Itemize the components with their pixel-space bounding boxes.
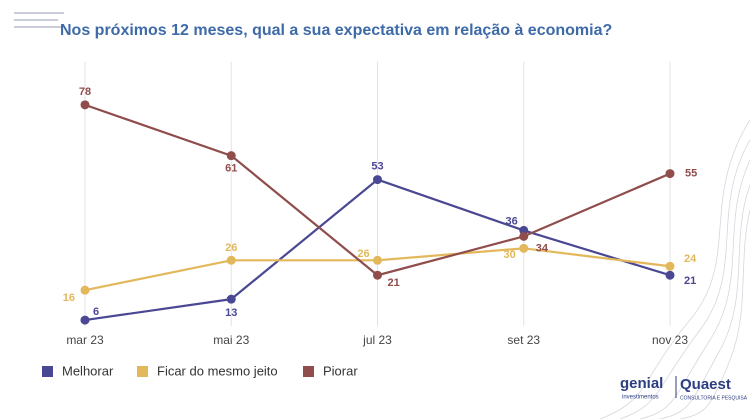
x-tick-label: mar 23 [66,333,104,347]
data-label: 34 [536,242,549,254]
data-label: 78 [79,86,91,98]
point [80,100,90,110]
data-label: 24 [684,253,697,265]
legend-swatch [137,366,148,377]
legend-swatch [42,366,53,377]
data-label: 21 [388,277,400,289]
x-tick-label: nov 23 [652,333,688,347]
point [373,175,382,185]
data-label: 16 [63,292,75,304]
legend-label: Piorar [323,363,358,378]
legend-label: Ficar do mesmo jeito [157,363,278,378]
chart-title: Nos próximos 12 meses, qual a sua expect… [60,22,612,39]
legend-swatch [303,366,314,377]
point [80,285,90,295]
point [665,270,675,280]
data-label: 55 [685,168,697,180]
logo: genial investimentos Quaest CONSULTORIA … [620,375,748,401]
point [226,294,236,304]
point [373,255,382,265]
data-label: 26 [357,248,369,260]
data-label: 53 [371,160,383,172]
decor-dots [14,12,64,28]
point [519,231,529,241]
data-label: 30 [504,249,516,261]
data-label: 26 [225,242,237,254]
legend-label: Melhorar [62,363,114,378]
data-label: 6 [93,306,99,318]
logo-quaest: Quaest [680,376,731,393]
point [80,315,90,325]
x-tick-label: mai 23 [213,333,249,347]
logo-genial: genial [620,375,663,392]
point [226,255,236,265]
data-label: 13 [225,307,237,319]
logo-genial-sub: investimentos [622,395,659,401]
data-label: 61 [225,163,237,175]
x-tick-label: set 23 [507,333,540,347]
point [226,151,236,161]
point [373,270,382,280]
data-label: 21 [684,275,696,287]
point [665,169,675,179]
x-tick-label: jul 23 [362,333,392,347]
point [519,243,529,253]
logo-quaest-sub: CONSULTORIA E PESQUISA [680,395,748,401]
data-label: 36 [506,215,518,227]
point [665,261,675,271]
decor-waves [599,119,750,419]
